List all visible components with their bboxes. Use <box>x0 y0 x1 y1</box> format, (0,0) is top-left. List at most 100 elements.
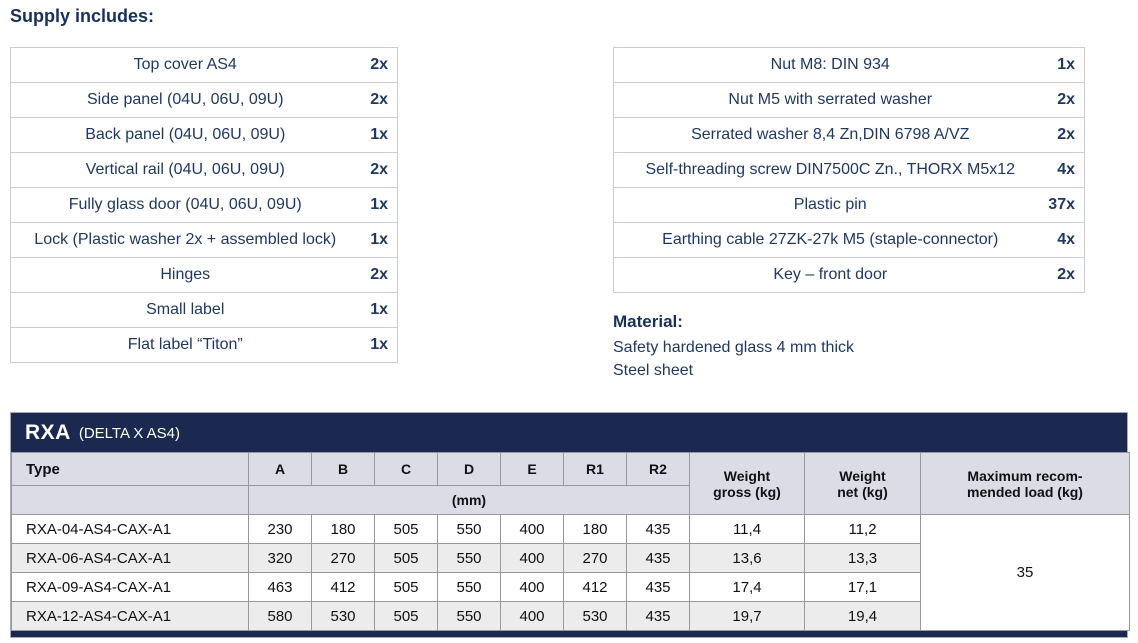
spec-unit-label: (mm) <box>248 485 690 515</box>
supply-row: Side panel (04U, 06U, 09U) 2x <box>10 82 398 118</box>
spec-dim-cell: 435 <box>626 572 690 602</box>
supply-item: Key – front door <box>613 257 1043 293</box>
spec-dim-cell: 550 <box>437 572 501 602</box>
spec-gross-cell: 19,7 <box>689 601 805 631</box>
supply-table-left: Top cover AS4 2x Side panel (04U, 06U, 0… <box>10 47 398 363</box>
spec-dim-cell: 435 <box>626 543 690 573</box>
supply-item: Side panel (04U, 06U, 09U) <box>10 82 356 118</box>
spec-gross-cell: 11,4 <box>689 514 805 544</box>
spec-dim-cell: 412 <box>311 572 375 602</box>
spec-col-max-load: Maximum recom- mended load (kg) <box>920 452 1130 515</box>
spec-net-cell: 17,1 <box>804 572 921 602</box>
spec-col-max-load-line1: Maximum recom- <box>967 467 1083 484</box>
supply-item: Plastic pin <box>613 187 1043 223</box>
material-line: Steel sheet <box>613 362 694 379</box>
spec-dim-cell: 550 <box>437 601 501 631</box>
spec-table-section: RXA (DELTA X AS4) Type A B C D E R1 R2 W… <box>10 412 1130 638</box>
supply-qty: 2x <box>1042 117 1085 153</box>
spec-subtitle: (DELTA X AS4) <box>78 425 180 442</box>
spec-dim-cell: 230 <box>248 514 312 544</box>
supply-qty: 2x <box>1042 82 1085 118</box>
spec-col-r1: R1 <box>563 452 627 486</box>
supply-item: Back panel (04U, 06U, 09U) <box>10 117 356 153</box>
supply-item: Nut M8: DIN 934 <box>613 47 1043 83</box>
material-line: Safety hardened glass 4 mm thick <box>613 339 855 356</box>
spec-row: RXA-04-AS4-CAX-A1 230 180 505 550 400 18… <box>11 514 1130 631</box>
spec-title: RXA <box>25 420 71 444</box>
spec-type-cell: RXA-09-AS4-CAX-A1 <box>11 572 249 602</box>
spec-dim-cell: 270 <box>311 543 375 573</box>
spec-dim-cell: 400 <box>500 601 564 631</box>
supply-item: Flat label “Titon” <box>10 327 356 363</box>
spec-col-weight-net: Weight net (kg) <box>804 452 921 515</box>
supply-includes-heading: Supply includes: <box>10 6 155 26</box>
supply-row: Nut M8: DIN 934 1x <box>613 47 1085 83</box>
supply-item: Hinges <box>10 257 356 293</box>
supply-item: Fully glass door (04U, 06U, 09U) <box>10 187 356 223</box>
supply-qty: 37x <box>1042 187 1085 223</box>
spec-type-cell: RXA-12-AS4-CAX-A1 <box>11 601 249 631</box>
spec-col-type: Type <box>11 452 249 486</box>
spec-col-d: D <box>437 452 501 486</box>
spec-net-cell: 19,4 <box>804 601 921 631</box>
supply-qty: 4x <box>1042 152 1085 188</box>
spec-col-weight-gross-line2: gross (kg) <box>713 483 781 500</box>
supply-qty: 1x <box>355 187 398 223</box>
supply-item: Nut M5 with serrated washer <box>613 82 1043 118</box>
spec-col-weight-net-line1: Weight <box>839 467 886 484</box>
spec-dim-cell: 435 <box>626 601 690 631</box>
spec-col-weight-net-line2: net (kg) <box>837 483 888 500</box>
spec-dim-cell: 180 <box>563 514 627 544</box>
spec-type-cell: RXA-06-AS4-CAX-A1 <box>11 543 249 573</box>
material-heading: Material: <box>613 312 683 331</box>
spec-dim-cell: 435 <box>626 514 690 544</box>
spec-header-row: Type A B C D E R1 R2 Weight gross (kg) W… <box>11 452 1130 515</box>
spec-dim-cell: 530 <box>311 601 375 631</box>
spec-dim-cell: 505 <box>374 601 438 631</box>
spec-dim-cell: 400 <box>500 514 564 544</box>
spec-row: RXA-12-AS4-CAX-A1 580 530 505 550 400 53… <box>11 601 1130 631</box>
supply-row: Serrated washer 8,4 Zn,DIN 6798 A/VZ 2x <box>613 117 1085 153</box>
supply-row: Back panel (04U, 06U, 09U) 1x <box>10 117 398 153</box>
spec-net-cell: 11,2 <box>804 514 921 544</box>
supply-item: Serrated washer 8,4 Zn,DIN 6798 A/VZ <box>613 117 1043 153</box>
supply-qty: 2x <box>355 47 398 83</box>
spec-max-load-cell: 35 <box>920 514 1130 631</box>
spec-col-b: B <box>311 452 375 486</box>
spec-col-weight-gross-line1: Weight <box>723 467 771 484</box>
spec-dim-cell: 550 <box>437 514 501 544</box>
material-section: Material: Safety hardened glass 4 mm thi… <box>613 312 854 382</box>
supply-qty: 1x <box>355 117 398 153</box>
supply-qty: 4x <box>1042 222 1085 258</box>
spec-gross-cell: 13,6 <box>689 543 805 573</box>
spec-net-cell: 13,3 <box>804 543 921 573</box>
spec-dim-cell: 530 <box>563 601 627 631</box>
supply-qty: 1x <box>1042 47 1085 83</box>
supply-qty: 1x <box>355 327 398 363</box>
spec-type-cell: RXA-04-AS4-CAX-A1 <box>11 514 249 544</box>
spec-dim-cell: 400 <box>500 572 564 602</box>
spec-col-e: E <box>500 452 564 486</box>
supply-row: Self-threading screw DIN7500C Zn., THORX… <box>613 152 1085 188</box>
spec-dim-cell: 505 <box>374 572 438 602</box>
spec-dim-cell: 505 <box>374 514 438 544</box>
spec-row: RXA-06-AS4-CAX-A1 320 270 505 550 400 27… <box>11 543 1130 573</box>
supply-qty: 2x <box>1042 257 1085 293</box>
supply-row: Top cover AS4 2x <box>10 47 398 83</box>
spec-col-r2: R2 <box>626 452 690 486</box>
spec-dim-cell: 580 <box>248 601 312 631</box>
spec-col-a: A <box>248 452 312 486</box>
spec-col-c: C <box>374 452 438 486</box>
supply-row: Small label 1x <box>10 292 398 328</box>
supply-item: Top cover AS4 <box>10 47 356 83</box>
supply-qty: 1x <box>355 292 398 328</box>
spec-dim-cell: 400 <box>500 543 564 573</box>
spec-dim-cell: 550 <box>437 543 501 573</box>
spec-bottom-bar <box>11 631 1127 637</box>
supply-item: Self-threading screw DIN7500C Zn., THORX… <box>613 152 1043 188</box>
supply-row: Plastic pin 37x <box>613 187 1085 223</box>
spec-dim-cell: 320 <box>248 543 312 573</box>
spec-gross-cell: 17,4 <box>689 572 805 602</box>
supply-qty: 2x <box>355 257 398 293</box>
spec-dim-cell: 505 <box>374 543 438 573</box>
